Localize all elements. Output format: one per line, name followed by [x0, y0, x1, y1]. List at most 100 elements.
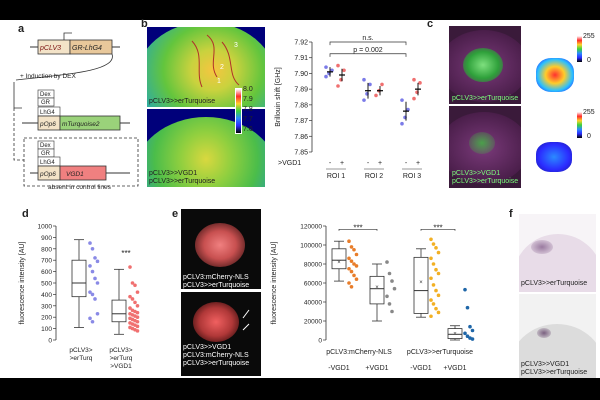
d-y-tick-label: 1000: [38, 224, 53, 231]
e-data-point: [468, 324, 472, 329]
b-vgd1-sign: +: [416, 160, 420, 167]
e-group-label-2: pCLV3>>erTurquoise: [407, 349, 473, 356]
e-data-point: [465, 334, 470, 338]
e-data-point: [436, 310, 441, 315]
construct2-lhg4-text: LhG4: [40, 110, 55, 116]
e-data-point: [385, 294, 389, 299]
construct2-gr-box: [37, 97, 55, 107]
brillouin-colorbar: [235, 88, 242, 134]
gr-lhg4-gene-box: [69, 39, 113, 55]
e-sub-label: +VGD1: [365, 365, 388, 372]
panel-b-label: b: [141, 18, 148, 30]
roi-number-3: 3: [234, 42, 238, 49]
b-data-point: [418, 81, 422, 85]
panel-e-label: e: [172, 208, 179, 220]
b-data-point: [336, 63, 340, 68]
control-dashed-box: [23, 137, 139, 187]
e-data-point: [347, 266, 351, 271]
d-data-point: [88, 316, 92, 321]
c-micrograph-control: [449, 26, 521, 104]
b-y-tick-label: 7.90: [294, 71, 308, 78]
e-data-point: [436, 293, 441, 298]
b-group-label: ROI 1: [327, 173, 345, 180]
c-bottom-caption-1: pCLV3>>VGD1: [452, 170, 501, 177]
d-data-point: [135, 315, 140, 319]
e-data-point: [429, 256, 433, 261]
colorbar-tick-8.0: 8.0: [243, 86, 253, 93]
d-category-label: >erTurq: [70, 355, 93, 362]
d-y-tick-label: 700: [41, 258, 52, 265]
e-data-point: [470, 337, 475, 341]
e-arrows: [242, 309, 250, 331]
d-data-point: [130, 297, 135, 301]
panel-a-label: a: [18, 23, 25, 35]
d-significance: ***: [121, 249, 130, 258]
e-sig-bracket-1: [338, 228, 378, 231]
construct3-gr-text: GR: [41, 151, 51, 157]
b-group-label: ROI 3: [403, 173, 421, 180]
e-data-point: [463, 287, 467, 292]
f-bottom-caption-2: pCLV3>>erTurquoise: [521, 369, 588, 376]
construct2-dex-text: Dex: [40, 92, 51, 98]
b-bottom-caption-2: pCLV3>>erTurquoise: [149, 178, 216, 185]
d-data-point: [135, 329, 140, 333]
e-data-point: [463, 331, 467, 336]
e-y-axis-label: fluorescence intensity [AU]: [271, 242, 278, 325]
e-data-point: [431, 242, 436, 246]
b-p-bracket: [329, 53, 407, 57]
d-data-point: [90, 247, 95, 251]
e-data-point: [354, 277, 359, 281]
d-data-point: [95, 259, 100, 264]
f-in-situ-vgd1: [519, 294, 596, 378]
brillouin-map-vgd1: pCLV3>>VGD1 pCLV3>>erTurquoise: [147, 109, 265, 187]
e-data-point: [354, 264, 359, 268]
panel-d-box-chart: 10009008007006005004003002001000fluoresc…: [19, 224, 140, 370]
d-data-point: [95, 311, 100, 316]
e-data-point: [434, 267, 438, 272]
e-data-point: [429, 237, 433, 242]
d-y-tick-label: 500: [41, 281, 52, 288]
b-data-point: [368, 82, 372, 87]
bottom-black-bar: [0, 378, 600, 400]
e-data-point: [429, 298, 433, 302]
d-category-label: >VGD1: [110, 363, 132, 370]
e-mean-marker: ×: [453, 331, 457, 337]
roi-number-1: 1: [217, 78, 221, 85]
e-micrograph-control: [181, 209, 261, 289]
d-y-axis-label: fluorescence intensity [AU]: [19, 242, 26, 325]
c-scale-max-bottom: 255: [583, 109, 595, 116]
d-y-tick-label: 300: [41, 303, 52, 310]
e-y-tick-label: 40000: [304, 300, 322, 307]
b-data-point: [400, 121, 404, 126]
d-y-tick-label: 600: [41, 269, 52, 276]
b-vgd1-sign: -: [329, 160, 332, 167]
d-y-tick-label: 0: [48, 338, 52, 345]
e-data-point: [349, 245, 354, 249]
e-box: [369, 275, 385, 305]
b-y-tick-label: 7.89: [294, 87, 308, 94]
d-data-point: [88, 264, 92, 268]
d-y-tick-label: 100: [41, 326, 52, 333]
d-data-point: [133, 300, 137, 305]
b-bottom-caption-1: pCLV3>>VGD1: [149, 170, 198, 177]
b-y-tick-label: 7.86: [294, 134, 308, 141]
d-y-tick-label: 900: [41, 235, 52, 242]
b-y-tick-label: 7.88: [294, 102, 308, 109]
b-data-point: [336, 84, 340, 88]
d-data-point: [135, 290, 140, 294]
e-data-point: [431, 262, 436, 266]
d-category-label: >erTurq: [110, 355, 133, 362]
e-data-point: [347, 281, 351, 285]
b-vgd1-sign: -: [367, 160, 370, 167]
e-sig-bracket-2: [420, 228, 456, 231]
e-top-caption-1: pCLV3:mCherry-NLS: [183, 274, 249, 281]
brillouin-map-control: 3 2 1 pCLV3>>erTurquoise: [147, 27, 265, 107]
e-data-point: [390, 309, 394, 314]
b-data-point: [362, 77, 366, 82]
b-p-annotation: p = 0.002: [353, 47, 382, 54]
e-data-point: [429, 276, 433, 281]
e-data-point: [434, 288, 438, 293]
e-significance-2: ***: [433, 223, 442, 232]
b-ns-bracket: [329, 41, 407, 46]
b-data-point: [342, 68, 346, 73]
